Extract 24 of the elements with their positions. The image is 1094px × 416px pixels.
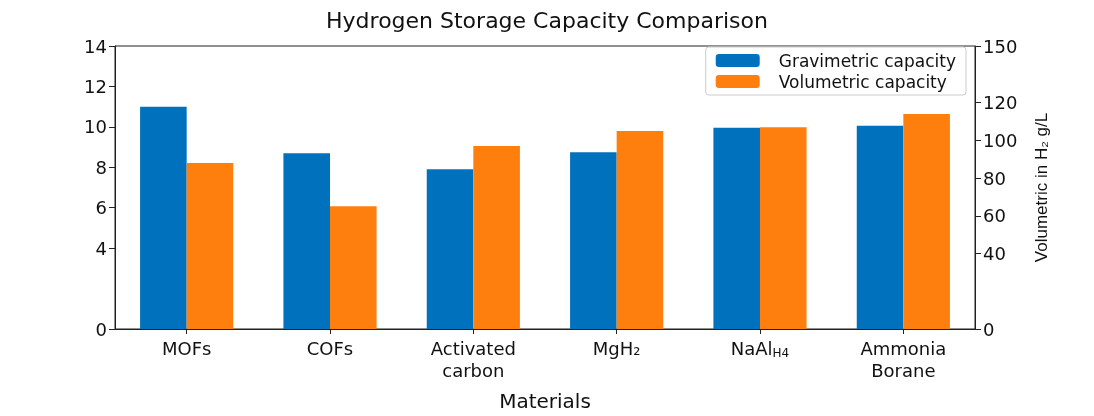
y-tick-label: 6 (95, 197, 107, 219)
y2-tick-label: 120 (983, 92, 1018, 114)
y2-tick-label: 40 (983, 243, 1006, 265)
y2-tick-label: 100 (983, 129, 1018, 151)
y2-tick-label: 150 (983, 35, 1018, 57)
y-tick-label: 0 (95, 318, 107, 340)
y2-tick-label: 0 (983, 318, 995, 340)
y-tick-label: 8 (95, 156, 107, 178)
chart-title: Hydrogen Storage Capacity Comparison (326, 7, 768, 33)
y2-tick-label: 80 (983, 167, 1006, 189)
y-tick-label: 10 (84, 116, 107, 138)
y-tick-label: 4 (95, 237, 107, 259)
x-tick-label: COFs (306, 337, 354, 359)
x-tick-label: MOFs (161, 337, 212, 359)
y2-axis-title: Volumetric in H₂ g/L (1032, 112, 1051, 263)
x-tick-label: Activated carbon (430, 337, 516, 381)
legend-label: Gravimetric capacity (778, 50, 956, 71)
x-axis-title: Materials (499, 389, 591, 413)
y-tick-label: 12 (84, 75, 107, 97)
y2-tick-label: 60 (983, 205, 1006, 227)
x-tick-label: Ammonia Borane (860, 337, 947, 381)
legend-label: Volumetric capacity (778, 71, 947, 92)
y-tick-label: 14 (84, 35, 107, 57)
x-tick-label: MgH₂ (592, 337, 641, 359)
